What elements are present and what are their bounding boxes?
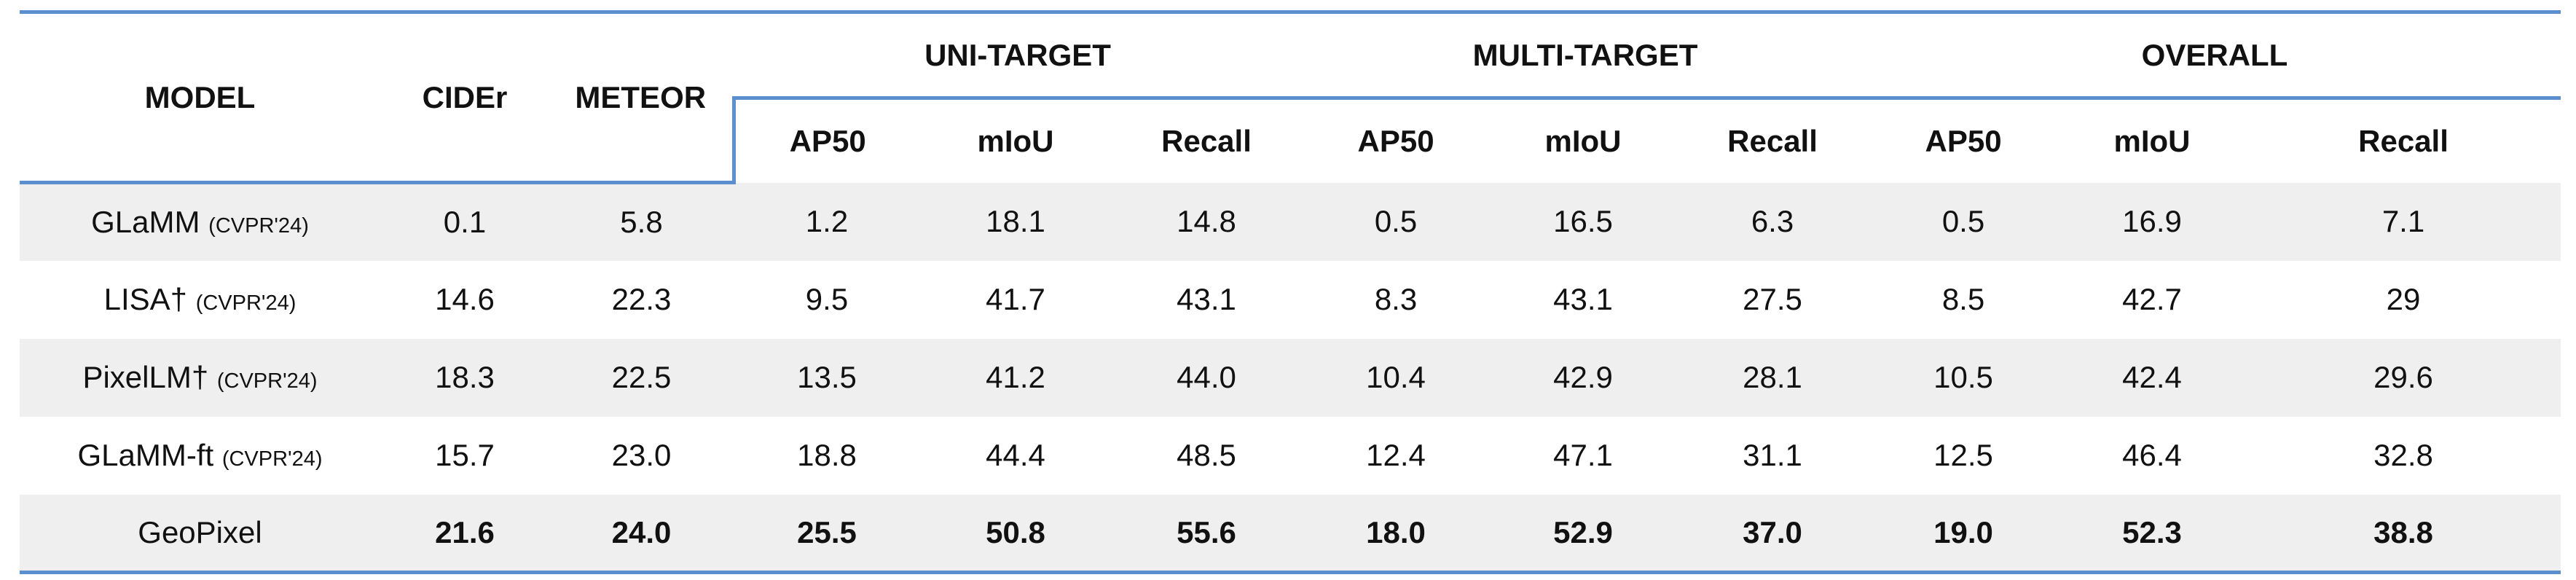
- cell-multi-recall: 6.3: [1676, 182, 1869, 261]
- cell-uni-recall: 55.6: [1111, 494, 1303, 573]
- header-sub-ap50: AP50: [1925, 123, 2002, 158]
- table-row: LISA† (CVPR'24) 14.6 22.3 9.5 41.7 43.1 …: [20, 261, 2561, 339]
- cell-uni-miou: 44.4: [986, 438, 1045, 472]
- cell-overall-recall: 29: [2386, 282, 2421, 316]
- cell-multi-ap50: 10.4: [1302, 338, 1491, 417]
- cell-uni-recall: 43.1: [1177, 282, 1236, 316]
- model-cell: PixelLM† (CVPR'24): [20, 338, 380, 417]
- cell-meteor: 22.5: [549, 338, 734, 417]
- header-sub-miou: mIoU: [1544, 123, 1622, 158]
- cell-uni-miou: 41.2: [920, 338, 1111, 417]
- cell-overall-ap50: 10.5: [1869, 338, 2059, 417]
- header-meteor: METEOR: [549, 10, 734, 184]
- results-table: MODEL CIDEr METEOR UNI-TARGET MULTI-TARG…: [20, 10, 2561, 574]
- cell-multi-ap50: 12.4: [1366, 438, 1426, 472]
- cell-multi-recall: 27.5: [1743, 282, 1802, 316]
- model-venue: (CVPR'24): [221, 447, 323, 471]
- cell-overall-recall: 32.8: [2373, 438, 2433, 472]
- model-cell: GeoPixel: [20, 494, 380, 573]
- header-sub-ap50: AP50: [731, 98, 920, 183]
- cell-multi-miou: 42.9: [1490, 338, 1677, 417]
- header-sub-recall: Recall: [1727, 123, 1818, 158]
- cell-uni-ap50: 18.8: [797, 438, 857, 472]
- header-sub-miou: mIoU: [977, 123, 1054, 158]
- header-group-overall: OVERALL: [1869, 10, 2561, 100]
- header-cider: CIDEr: [380, 10, 549, 184]
- model-name: GLaMM: [91, 205, 200, 240]
- cell-uni-recall: 48.5: [1177, 438, 1236, 472]
- table-row-best: GeoPixel 21.6 24.0 25.5 50.8 55.6 18.0 5…: [20, 494, 2561, 573]
- header-sub-miou: mIoU: [2113, 123, 2191, 158]
- cell-overall-miou: 16.9: [2058, 182, 2247, 261]
- cell-multi-ap50: 0.5: [1302, 182, 1491, 261]
- header-sub-recall: Recall: [1161, 123, 1252, 158]
- cell-uni-recall: 44.0: [1111, 338, 1303, 417]
- cell-cider: 15.7: [435, 438, 495, 472]
- cell-uni-miou: 41.7: [986, 282, 1045, 316]
- cell-uni-miou: 50.8: [920, 494, 1111, 573]
- cell-uni-ap50: 1.2: [734, 182, 920, 261]
- model-venue: (CVPR'24): [208, 214, 309, 238]
- model-name: PixelLM†: [82, 360, 209, 394]
- cell-overall-recall: 29.6: [2246, 338, 2561, 417]
- cell-uni-ap50: 25.5: [734, 494, 920, 573]
- header-group-uni-target: UNI-TARGET: [734, 10, 1303, 100]
- cell-multi-miou: 43.1: [1553, 282, 1613, 316]
- header-sub-recall: Recall: [2358, 123, 2449, 158]
- table-row: PixelLM† (CVPR'24) 18.3 22.5 13.5 41.2 4…: [20, 338, 2561, 417]
- cell-cider: 0.1: [380, 182, 549, 261]
- cell-meteor: 23.0: [611, 438, 672, 472]
- table-row: GLaMM (CVPR'24) 0.1 5.8 1.2 18.1 14.8 0.…: [20, 182, 2561, 261]
- cell-overall-recall: 7.1: [2246, 182, 2561, 261]
- cell-uni-ap50: 13.5: [734, 338, 920, 417]
- cell-overall-miou: 52.3: [2058, 494, 2247, 573]
- cell-multi-recall: 28.1: [1676, 338, 1869, 417]
- cell-multi-miou: 52.9: [1490, 494, 1677, 573]
- cell-multi-ap50: 18.0: [1302, 494, 1491, 573]
- cell-meteor: 22.3: [611, 282, 672, 316]
- cell-overall-ap50: 8.5: [1941, 282, 1985, 316]
- header-group-multi-target: MULTI-TARGET: [1302, 10, 1869, 100]
- cell-uni-ap50: 9.5: [805, 282, 849, 316]
- cell-cider: 14.6: [435, 282, 495, 316]
- model-cell: LISA† (CVPR'24): [20, 261, 380, 339]
- header-sub-ap50: AP50: [1357, 123, 1434, 158]
- cell-cider: 21.6: [380, 494, 549, 573]
- cell-overall-miou: 42.7: [2122, 282, 2182, 316]
- cell-cider: 18.3: [380, 338, 549, 417]
- model-cell: GLaMM-ft (CVPR'24): [20, 417, 380, 495]
- model-name: GLaMM-ft: [77, 438, 214, 472]
- model-cell: GLaMM (CVPR'24): [20, 182, 380, 261]
- table-row: GLaMM-ft (CVPR'24) 15.7 23.0 18.8 44.4 4…: [20, 417, 2561, 495]
- cell-meteor: 5.8: [549, 182, 734, 261]
- cell-overall-miou: 46.4: [2122, 438, 2182, 472]
- cell-multi-miou: 16.5: [1490, 182, 1677, 261]
- cell-uni-miou: 18.1: [920, 182, 1111, 261]
- cell-meteor: 24.0: [549, 494, 734, 573]
- cell-multi-miou: 47.1: [1553, 438, 1613, 472]
- cell-overall-ap50: 19.0: [1869, 494, 2059, 573]
- cell-uni-recall: 14.8: [1111, 182, 1303, 261]
- cell-overall-ap50: 0.5: [1869, 182, 2059, 261]
- model-venue: (CVPR'24): [216, 369, 318, 393]
- model-venue: (CVPR'24): [195, 291, 297, 315]
- cell-overall-ap50: 12.5: [1933, 438, 1993, 472]
- model-name: GeoPixel: [138, 514, 262, 549]
- cell-overall-miou: 42.4: [2058, 338, 2247, 417]
- cell-overall-recall: 38.8: [2246, 494, 2561, 573]
- model-name: LISA†: [103, 282, 188, 316]
- cell-multi-ap50: 8.3: [1374, 282, 1418, 316]
- cell-multi-recall: 37.0: [1676, 494, 1869, 573]
- cell-multi-recall: 31.1: [1743, 438, 1802, 472]
- header-model: MODEL: [20, 10, 380, 184]
